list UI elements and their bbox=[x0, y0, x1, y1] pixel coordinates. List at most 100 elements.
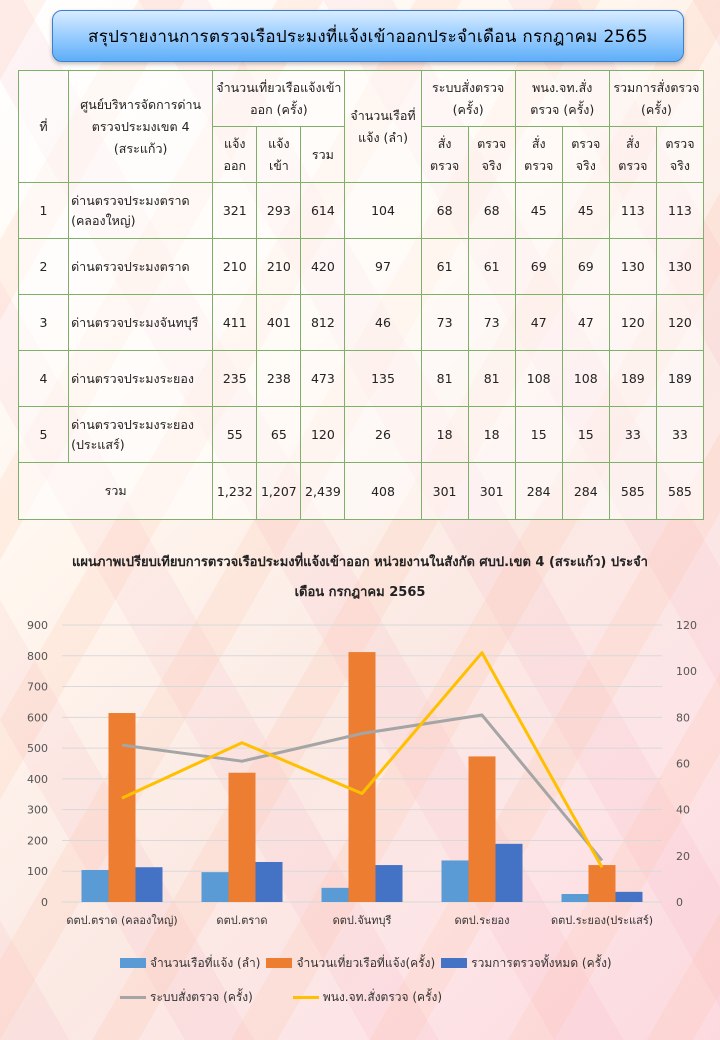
legend-swatch bbox=[441, 958, 468, 968]
cell-no: 2 bbox=[17, 238, 70, 295]
cell-total: 420 bbox=[300, 238, 346, 295]
cell-all-order: 120 bbox=[608, 294, 657, 351]
cell-sys-order: 81 bbox=[420, 350, 469, 407]
y2-tick-label: 20 bbox=[676, 850, 690, 863]
cell-in: 238 bbox=[256, 350, 302, 407]
bar bbox=[441, 860, 469, 902]
bar bbox=[561, 893, 589, 902]
y-tick-label: 400 bbox=[27, 773, 48, 786]
cell-pnj-order: 15 bbox=[514, 406, 563, 463]
cell-all-actual: 120 bbox=[655, 294, 705, 351]
cell-name: ด่านตรวจประมงตราด bbox=[68, 238, 214, 295]
cell-out: 235 bbox=[212, 350, 258, 407]
cell-all-actual: 130 bbox=[655, 238, 705, 295]
y-tick-label: 0 bbox=[41, 896, 48, 909]
cell-total: 614 bbox=[300, 182, 346, 239]
cell-in: 65 bbox=[256, 406, 302, 463]
series-line bbox=[121, 713, 604, 862]
header-pnj-ordered: สั่งตรวจ bbox=[514, 126, 563, 183]
cell-pnj-actual: 45 bbox=[561, 182, 610, 239]
cell-all-order: 585 bbox=[608, 462, 657, 520]
bar bbox=[375, 865, 403, 902]
cell-no: 1 bbox=[17, 182, 70, 239]
bar bbox=[135, 867, 163, 902]
y2-tick-label: 80 bbox=[676, 711, 690, 724]
x-tick-label: ดตป.ตราด (คลองใหญ่) bbox=[66, 914, 177, 927]
y-tick-label: 700 bbox=[27, 681, 48, 694]
legend-swatch bbox=[120, 995, 146, 999]
cell-pnj-order: 108 bbox=[514, 350, 563, 407]
header-center: ศูนย์บริหารจัดการด่านตรวจประมงเขต 4 (สระ… bbox=[68, 70, 214, 183]
cell-all-actual: 189 bbox=[655, 350, 705, 407]
bar bbox=[228, 772, 256, 902]
legend-item-all-inspections: รวมการตรวจทั้งหมด (ครั้ง) bbox=[441, 954, 612, 973]
table-row: 2 ด่านตรวจประมงตราด 210 210 420 97 61 61… bbox=[17, 238, 705, 295]
cell-sys-actual: 61 bbox=[467, 238, 516, 295]
cell-out: 411 bbox=[212, 294, 258, 351]
cell-boats: 135 bbox=[344, 350, 422, 407]
x-tick-label: ดตป.ตราด bbox=[216, 914, 267, 927]
cell-out: 55 bbox=[212, 406, 258, 463]
page-title: สรุปรายงานการตรวจเรือประมงที่แจ้งเข้าออก… bbox=[52, 10, 684, 62]
header-trips: จำนวนเที่ยวเรือแจ้งเข้าออก (ครั้ง) bbox=[212, 70, 346, 127]
y2-tick-label: 100 bbox=[676, 665, 697, 678]
cell-no: 4 bbox=[17, 350, 70, 407]
cell-pnj-order: 45 bbox=[514, 182, 563, 239]
table-total-row: รวม 1,232 1,207 2,439 408 301 301 284 28… bbox=[17, 462, 705, 520]
table-row: 4 ด่านตรวจประมงระยอง 235 238 473 135 81 … bbox=[17, 350, 705, 407]
cell-total: 120 bbox=[300, 406, 346, 463]
header-trips-out: แจ้งออก bbox=[212, 126, 258, 183]
header-trips-total: รวม bbox=[300, 126, 346, 183]
cell-all-actual: 113 bbox=[655, 182, 705, 239]
cell-sys-order: 301 bbox=[420, 462, 469, 520]
table-row: 3 ด่านตรวจประมงจันทบุรี 411 401 812 46 7… bbox=[17, 294, 705, 351]
cell-out: 1,232 bbox=[212, 462, 258, 520]
chart-title: แผนภาพเปรียบเทียบการตรวจเรือประมงที่แจ้ง… bbox=[72, 555, 648, 600]
x-tick-label: ดตป.ระยอง(ประแสร์) bbox=[551, 914, 653, 927]
legend-item-trips: จำนวนเที่ยวเรือที่แจ้ง(ครั้ง) bbox=[266, 954, 435, 973]
legend-swatch bbox=[266, 958, 293, 968]
cell-no: 3 bbox=[17, 294, 70, 351]
x-tick-label: ดตป.ระยอง bbox=[454, 914, 509, 927]
cell-total: 812 bbox=[300, 294, 346, 351]
legend-label: จำนวนเรือที่แจ้ง (ลำ) bbox=[150, 955, 261, 970]
table-row: 1 ด่านตรวจประมงตราด (คลองใหญ่) 321 293 6… bbox=[17, 182, 705, 239]
header-pnj-actual: ตรวจจริง bbox=[561, 126, 610, 183]
cell-pnj-actual: 47 bbox=[561, 294, 610, 351]
header-sys-actual: ตรวจจริง bbox=[467, 126, 516, 183]
cell-pnj-order: 284 bbox=[514, 462, 563, 520]
legend-item-boats: จำนวนเรือที่แจ้ง (ลำ) bbox=[120, 954, 260, 973]
cell-boats: 26 bbox=[344, 406, 422, 463]
legend-swatch bbox=[292, 995, 319, 999]
header-system-order: ระบบสั่งตรวจ (ครั้ง) bbox=[420, 70, 516, 127]
cell-total-label: รวม bbox=[17, 462, 214, 520]
cell-in: 293 bbox=[256, 182, 302, 239]
cell-sys-order: 73 bbox=[420, 294, 469, 351]
summary-table: ที่ ศูนย์บริหารจัดการด่านตรวจประมงเขต 4 … bbox=[17, 70, 705, 520]
legend-item-system-order: ระบบสั่งตรวจ (ครั้ง) bbox=[120, 988, 253, 1007]
cell-sys-order: 68 bbox=[420, 182, 469, 239]
series-line bbox=[121, 651, 604, 869]
cell-name: ด่านตรวจประมงระยอง (ประแสร์) bbox=[68, 406, 214, 463]
y-tick-label: 500 bbox=[27, 742, 48, 755]
cell-in: 401 bbox=[256, 294, 302, 351]
cell-all-actual: 33 bbox=[655, 406, 705, 463]
bar bbox=[615, 891, 643, 902]
cell-in: 210 bbox=[256, 238, 302, 295]
y-tick-label: 900 bbox=[27, 619, 48, 632]
cell-sys-actual: 68 bbox=[467, 182, 516, 239]
cell-all-order: 189 bbox=[608, 350, 657, 407]
legend-label: ระบบสั่งตรวจ (ครั้ง) bbox=[150, 989, 253, 1004]
cell-sys-actual: 81 bbox=[467, 350, 516, 407]
legend-label: พนง.จท.สั่งตรวจ (ครั้ง) bbox=[322, 989, 443, 1004]
header-all-order: รวมการสั่งตรวจ (ครั้ง) bbox=[608, 70, 705, 127]
cell-pnj-actual: 108 bbox=[561, 350, 610, 407]
cell-sys-order: 61 bbox=[420, 238, 469, 295]
bar bbox=[201, 872, 229, 902]
table-row: 5 ด่านตรวจประมงระยอง (ประแสร์) 55 65 120… bbox=[17, 406, 705, 463]
legend-label: จำนวนเที่ยวเรือที่แจ้ง(ครั้ง) bbox=[296, 955, 436, 970]
header-sys-ordered: สั่งตรวจ bbox=[420, 126, 469, 183]
cell-boats: 408 bbox=[344, 462, 422, 520]
cell-boats: 97 bbox=[344, 238, 422, 295]
y-tick-label: 800 bbox=[27, 650, 48, 663]
